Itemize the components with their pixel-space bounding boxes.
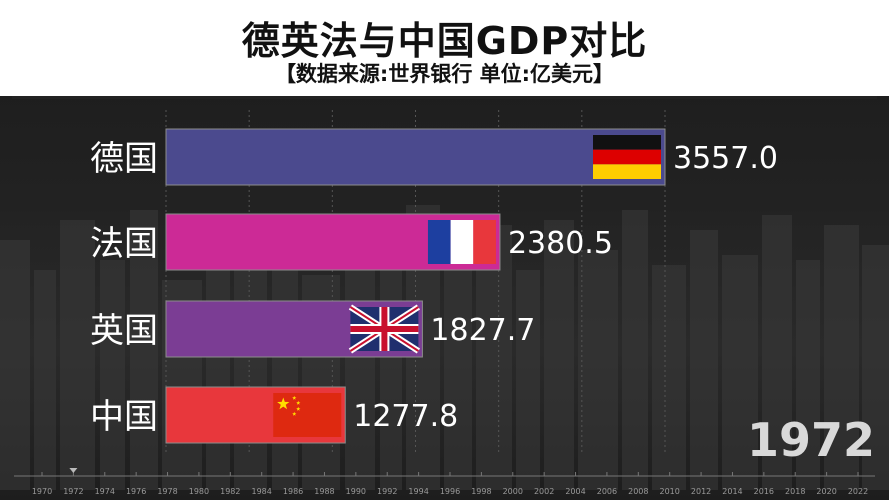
timeline-tick-label: 2022 — [848, 487, 868, 496]
timeline-tick-label: 2016 — [754, 487, 774, 496]
china-flag-icon — [273, 393, 342, 437]
category-label: 德国 — [90, 139, 158, 179]
timeline-marker-icon — [69, 468, 78, 473]
germany-flag-icon — [593, 135, 661, 179]
timeline-tick-label: 2010 — [660, 487, 680, 496]
timeline-tick-label: 2018 — [785, 487, 805, 496]
title-banner: 德英法与中国GDP对比 【数据来源:世界银行 单位:亿美元】 — [0, 0, 889, 96]
category-label: 英国 — [90, 311, 158, 351]
timeline-tick-label: 2012 — [691, 487, 711, 496]
category-label: 中国 — [90, 397, 158, 437]
value-label: 3557.0 — [673, 141, 778, 176]
timeline-tick-label: 1988 — [314, 487, 334, 496]
value-label: 1277.8 — [353, 399, 458, 434]
timeline-tick-label: 1974 — [95, 487, 115, 496]
timeline-tick-label: 2006 — [597, 487, 617, 496]
category-label: 法国 — [90, 224, 158, 264]
bar-group-uk: 英国 1827.7 — [90, 300, 535, 358]
timeline-tick-label: 1992 — [377, 487, 397, 496]
timeline-tick-label: 1986 — [283, 487, 303, 496]
current-year-label: 1972 — [746, 413, 875, 467]
timeline-tick-label: 1980 — [189, 487, 209, 496]
timeline-tick-label: 1970 — [32, 487, 52, 496]
timeline-tick-label: 1990 — [346, 487, 366, 496]
timeline-tick-label: 2020 — [816, 487, 836, 496]
timeline-tick-label: 2014 — [722, 487, 742, 496]
timeline-tick-label: 1994 — [408, 487, 428, 496]
bar-germany — [165, 128, 666, 186]
timeline-tick-label: 2000 — [503, 487, 523, 496]
timeline-tick-label: 1984 — [252, 487, 272, 496]
uk-flag-icon — [348, 304, 421, 354]
bar-group-france: 法国 2380.5 — [90, 213, 613, 271]
value-label: 2380.5 — [508, 226, 613, 261]
chart-subtitle: 【数据来源:世界银行 单位:亿美元】 — [274, 62, 615, 86]
timeline-tick-label: 1998 — [471, 487, 491, 496]
timeline-tick-label: 2002 — [534, 487, 554, 496]
value-label: 1827.7 — [430, 313, 535, 348]
timeline-tick-label: 1978 — [157, 487, 177, 496]
chart-title: 德英法与中国GDP对比 — [241, 19, 648, 63]
timeline-tick-label: 1996 — [440, 487, 460, 496]
timeline-tick-label: 1976 — [126, 487, 146, 496]
timeline-tick-label: 2008 — [628, 487, 648, 496]
france-flag-icon — [427, 220, 496, 264]
timeline-tick-label: 1972 — [63, 487, 83, 496]
timeline-tick-label: 1982 — [220, 487, 240, 496]
timeline-tick-label: 2004 — [565, 487, 585, 496]
bar-group-china: 中国 1277.8 — [90, 386, 458, 444]
bar-group-germany: 德国 3557.0 — [90, 128, 778, 186]
title-divider — [12, 96, 877, 99]
